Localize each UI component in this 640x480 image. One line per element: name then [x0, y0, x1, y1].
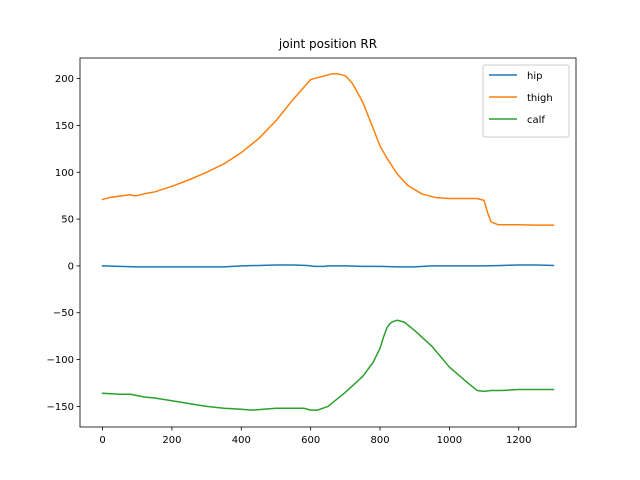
x-tick-label: 400: [232, 435, 251, 446]
x-tick-label: 800: [370, 435, 389, 446]
x-tick-label: 600: [301, 435, 320, 446]
series-line-thigh: [101, 73, 555, 226]
legend-label-thigh: thigh: [527, 93, 553, 104]
x-tick-label: 200: [162, 435, 181, 446]
y-tick-label: 200: [55, 74, 74, 85]
series-lines: [101, 73, 555, 411]
y-tick-label: 50: [61, 215, 74, 226]
y-tick-label: −150: [47, 402, 74, 413]
x-tick-label: 1000: [437, 435, 462, 446]
y-tick-label: −100: [47, 355, 74, 366]
axes: 0 200 400 600 800 1000 1200 −150 −100 −50 0 50 100 15…: [47, 57, 577, 446]
x-tick-label: 1200: [506, 435, 531, 446]
chart-title: joint position RR: [278, 37, 377, 51]
y-tick-label: 0: [68, 261, 74, 272]
y-tick-label: −50: [53, 308, 74, 319]
legend-label-hip: hip: [527, 71, 542, 82]
series-line-hip: [101, 264, 555, 268]
series-line-calf: [101, 319, 555, 411]
legend-label-calf: calf: [527, 115, 545, 126]
legend: hip thigh calf: [482, 64, 570, 138]
legend-box: [482, 64, 570, 138]
x-tick-label: 0: [99, 435, 105, 446]
y-tick-label: 100: [55, 168, 74, 179]
plot-frame: [79, 57, 577, 428]
y-tick-label: 150: [55, 121, 74, 132]
